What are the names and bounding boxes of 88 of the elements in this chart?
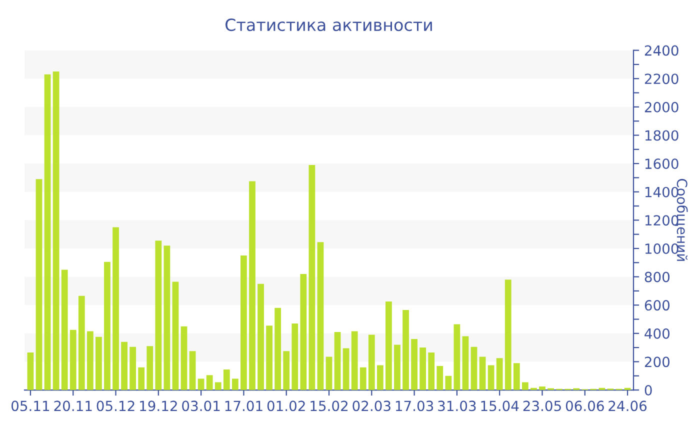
bar	[70, 330, 76, 390]
bar	[172, 282, 179, 390]
bar	[249, 181, 256, 390]
y-tick-label: 1800	[645, 130, 678, 141]
bar	[470, 346, 478, 390]
y-tick-label: 2200	[644, 74, 678, 84]
bar	[479, 356, 486, 390]
chart-title: Статистика активности	[226, 18, 432, 32]
bar	[317, 242, 324, 390]
bar	[164, 246, 170, 390]
bar	[189, 351, 196, 390]
bar	[376, 365, 384, 390]
bar	[86, 331, 94, 390]
bar	[300, 274, 307, 390]
y-tick-label: 0	[644, 384, 652, 396]
x-tick-label: 15.02	[310, 400, 348, 412]
x-tick-label: 24.06	[608, 400, 647, 412]
bar	[445, 376, 452, 390]
x-tick-label: 03.01	[182, 400, 220, 412]
bar	[61, 270, 68, 390]
bar	[121, 342, 128, 390]
bar	[52, 72, 60, 390]
bar	[198, 378, 204, 390]
bar	[539, 386, 546, 390]
bar	[146, 346, 154, 390]
bar	[436, 366, 444, 390]
x-tick-label: 05.12	[96, 400, 134, 412]
bar	[274, 308, 282, 390]
bar	[180, 326, 188, 390]
bar	[326, 356, 332, 390]
bar	[112, 227, 119, 390]
bar	[223, 369, 230, 390]
bar	[496, 358, 503, 390]
bar	[351, 331, 358, 390]
bar	[214, 382, 222, 390]
bar	[292, 323, 298, 390]
y-tick-label: 2000	[644, 102, 678, 112]
bar	[27, 352, 34, 390]
bar	[386, 302, 392, 390]
bar	[334, 332, 341, 390]
bar	[78, 296, 85, 390]
y-tick-label: 200	[644, 356, 670, 368]
bar	[96, 336, 102, 390]
bar	[420, 348, 426, 390]
bar	[488, 365, 494, 390]
x-tick-label: 19.12	[140, 400, 177, 412]
bar	[240, 256, 247, 390]
bar	[411, 339, 418, 390]
bar	[598, 388, 606, 390]
x-tick-label: 23.05	[523, 400, 561, 412]
x-tick-label: 05.11	[12, 400, 50, 412]
bar	[308, 164, 316, 390]
bar	[402, 310, 409, 390]
bar	[513, 363, 520, 390]
bar	[258, 284, 264, 390]
bar	[36, 179, 42, 390]
bar	[155, 240, 162, 390]
bar	[360, 367, 366, 390]
bar	[530, 388, 537, 390]
bar	[232, 378, 238, 390]
bar	[130, 346, 136, 390]
x-tick-label: 02.03	[352, 400, 390, 412]
bar	[368, 334, 375, 390]
bar	[394, 344, 400, 390]
bar	[462, 336, 469, 390]
y-tick-label: 600	[644, 300, 670, 311]
x-tick-label: 31.03	[438, 400, 476, 412]
x-tick-label: 17.01	[225, 400, 262, 412]
x-tick-label: 01.02	[267, 400, 305, 412]
bar	[428, 352, 435, 390]
bar	[342, 348, 350, 390]
x-tick-label: 06.06	[566, 400, 604, 412]
bar	[283, 351, 290, 390]
bar	[266, 326, 272, 390]
y-tick-label: 800	[644, 272, 670, 282]
bar	[138, 367, 145, 390]
bar	[454, 324, 460, 390]
x-tick-label: 20.11	[54, 400, 92, 412]
bar	[522, 382, 528, 390]
bar	[44, 74, 51, 390]
bar	[104, 262, 110, 390]
bar	[206, 375, 213, 390]
x-tick-label: 17.03	[396, 400, 434, 412]
x-tick-label: 15.04	[481, 400, 519, 412]
y-tick-label: 1600	[645, 158, 678, 170]
y-tick-label: 400	[644, 328, 670, 339]
bar	[504, 280, 512, 390]
y-tick-label: 2400	[644, 45, 678, 56]
